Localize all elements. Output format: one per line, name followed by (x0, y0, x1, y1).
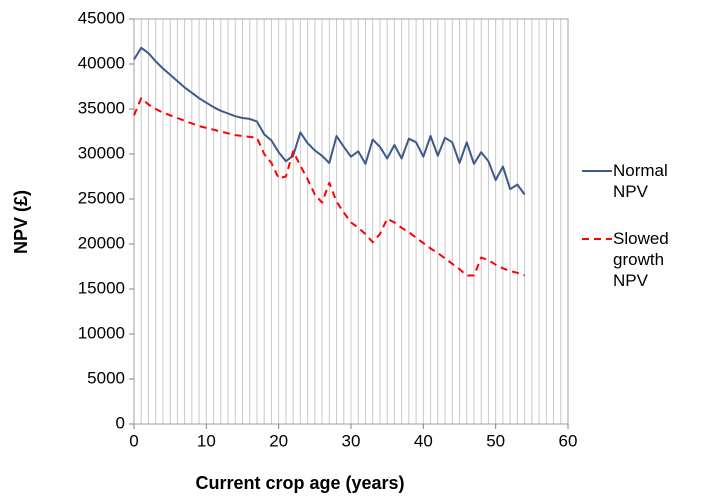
x-tick-label: 60 (559, 431, 578, 450)
x-tick-label: 20 (269, 431, 288, 450)
x-tick-label: 0 (129, 431, 138, 450)
y-tick-label: 25000 (78, 188, 125, 207)
legend-label: Slowed growth NPV (613, 229, 669, 290)
y-tick-label: 30000 (78, 143, 125, 162)
x-tick-label: 10 (197, 431, 216, 450)
y-tick-label: 45000 (78, 8, 125, 27)
y-tick-label: 0 (116, 413, 125, 432)
x-tick-label: 50 (486, 431, 505, 450)
x-axis-title: Current crop age (years) (195, 473, 404, 493)
y-tick-label: 5000 (87, 368, 125, 387)
x-tick-label: 40 (414, 431, 433, 450)
y-tick-label: 20000 (78, 233, 125, 252)
legend-label: Normal NPV (613, 161, 668, 201)
series-line (133, 46, 526, 196)
y-tick-label: 35000 (78, 98, 125, 117)
y-tick-label: 10000 (78, 323, 125, 342)
y-tick-label: 40000 (78, 53, 125, 72)
series-line (133, 97, 525, 277)
x-tick-label: 30 (342, 431, 361, 450)
y-axis-title: NPV (£) (11, 190, 31, 254)
y-tick-label: 15000 (78, 278, 125, 297)
